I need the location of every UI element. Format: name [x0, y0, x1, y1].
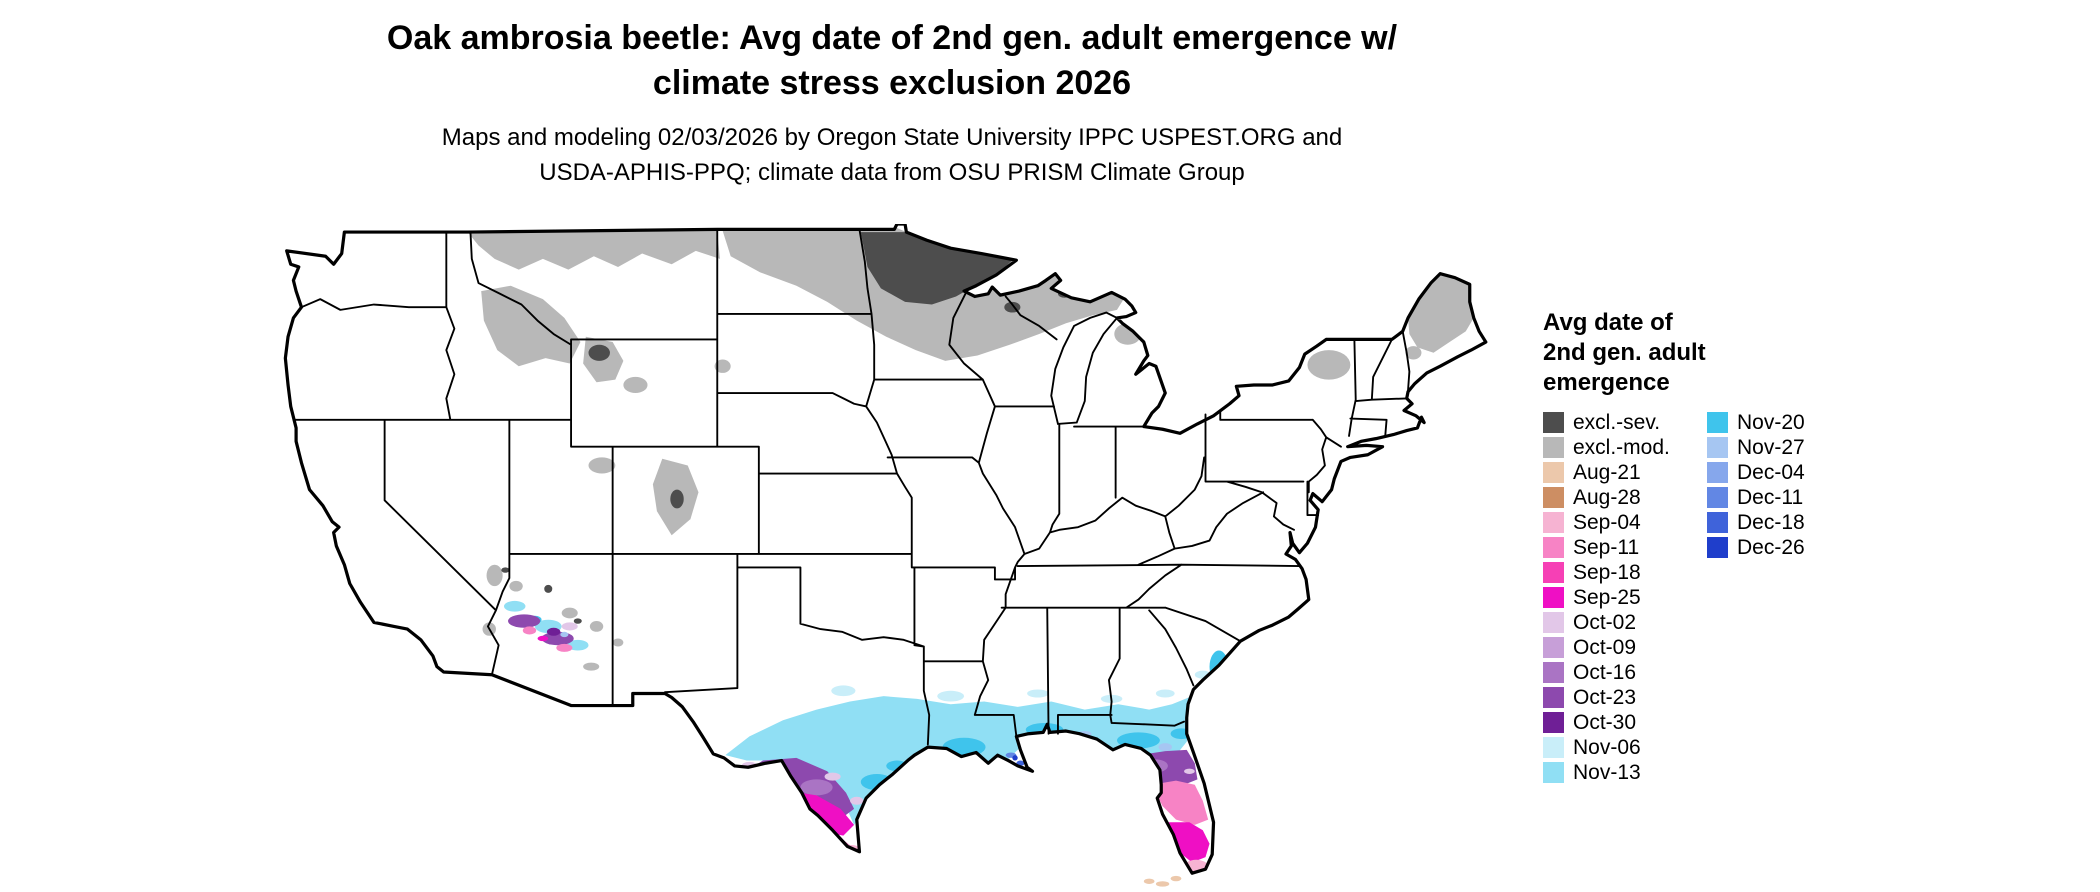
legend-item: Dec-26: [1707, 535, 1805, 560]
us-map: [280, 224, 1514, 888]
legend-swatch: [1543, 437, 1564, 458]
legend-item: Dec-18: [1707, 510, 1805, 535]
legend-label: Dec-11: [1737, 485, 1804, 509]
state-borders: [292, 228, 1411, 746]
legend-label: Dec-18: [1737, 510, 1805, 534]
legend-label: Dec-04: [1737, 460, 1805, 484]
legend-swatch: [1543, 637, 1564, 658]
us-outline: [283, 224, 1488, 875]
legend-label: Dec-26: [1737, 535, 1805, 559]
legend-item: Nov-06: [1543, 735, 1707, 760]
legend-item: Nov-13: [1543, 760, 1707, 785]
legend-swatch: [1543, 562, 1564, 583]
legend-item: Oct-09: [1543, 635, 1707, 660]
legend-label: Sep-11: [1573, 535, 1640, 559]
legend-title-line2: 2nd gen. adult: [1543, 339, 1706, 366]
legend-swatch: [1543, 587, 1564, 608]
legend-item: Oct-16: [1543, 660, 1707, 685]
page-title: Oak ambrosia beetle: Avg date of 2nd gen…: [0, 16, 1784, 106]
legend-item: Sep-11: [1543, 535, 1707, 560]
legend-columns: excl.-sev. excl.-mod. Aug-21 Aug-28 Sep-04 Se…: [1543, 410, 2100, 785]
legend-label: Oct-30: [1573, 710, 1637, 734]
legend-swatch: [1543, 737, 1564, 758]
legend-swatch: [1543, 487, 1564, 508]
legend-item: Sep-04: [1543, 510, 1707, 535]
lake-michigan: [1050, 311, 1119, 425]
legend-label: Nov-27: [1737, 435, 1805, 459]
legend-swatch: [1707, 512, 1728, 533]
legend-label: excl.-sev.: [1573, 410, 1661, 434]
page-subtitle-line2: USDA-APHIS-PPQ; climate data from OSU PR…: [539, 159, 1245, 186]
legend-item: Dec-04: [1707, 460, 1805, 485]
region-arizona: [503, 600, 589, 652]
legend-label: Nov-13: [1573, 760, 1641, 784]
legend-item: Sep-25: [1543, 585, 1707, 610]
legend-label: Sep-18: [1573, 560, 1641, 584]
legend-label: excl.-mod.: [1573, 435, 1670, 459]
legend-swatch: [1543, 662, 1564, 683]
legend-label: Aug-21: [1573, 460, 1641, 484]
legend-swatch: [1543, 512, 1564, 533]
legend-label: Oct-23: [1573, 685, 1637, 709]
legend-swatch: [1543, 762, 1564, 783]
legend-swatch: [1707, 412, 1728, 433]
legend-swatch: [1543, 687, 1564, 708]
legend-item: Dec-11: [1707, 485, 1805, 510]
legend-item: Aug-28: [1543, 485, 1707, 510]
title-block: Oak ambrosia beetle: Avg date of 2nd gen…: [0, 16, 1784, 106]
legend-item: Sep-18: [1543, 560, 1707, 585]
legend-item: excl.-sev.: [1543, 410, 1707, 435]
page-title-line1: Oak ambrosia beetle: Avg date of 2nd gen…: [386, 19, 1398, 57]
legend-item: Oct-23: [1543, 685, 1707, 710]
page-subtitle: Maps and modeling 02/03/2026 by Oregon S…: [0, 120, 1784, 190]
legend-label: Sep-25: [1573, 585, 1641, 609]
legend-label: Oct-02: [1573, 610, 1637, 634]
legend-column-1: excl.-sev. excl.-mod. Aug-21 Aug-28 Sep-04 Se…: [1543, 410, 1707, 785]
legend-title-line1: Avg date of: [1543, 309, 1673, 336]
legend-swatch: [1543, 712, 1564, 733]
legend-label: Oct-16: [1573, 660, 1637, 684]
legend-item: excl.-mod.: [1543, 435, 1707, 460]
page-title-line2: climate stress exclusion 2026: [652, 64, 1132, 102]
legend-item: Oct-30: [1543, 710, 1707, 735]
legend-label: Aug-28: [1573, 485, 1641, 509]
legend-swatch: [1707, 437, 1728, 458]
legend-label: Nov-06: [1573, 735, 1641, 759]
legend-label: Nov-20: [1737, 410, 1805, 434]
legend-swatch: [1707, 462, 1728, 483]
legend-item: Aug-21: [1543, 460, 1707, 485]
legend: Avg date of 2nd gen. adult emergence exc…: [1543, 308, 2100, 785]
legend-item: Oct-02: [1543, 610, 1707, 635]
legend-swatch: [1543, 462, 1564, 483]
legend-label: Oct-09: [1573, 635, 1637, 659]
us-map-svg: [283, 224, 1488, 887]
legend-swatch: [1543, 537, 1564, 558]
legend-item: Nov-20: [1707, 410, 1805, 435]
legend-label: Sep-04: [1573, 510, 1641, 534]
legend-title-line3: emergence: [1543, 369, 1670, 396]
legend-item: Nov-27: [1707, 435, 1805, 460]
subtitle-block: Maps and modeling 02/03/2026 by Oregon S…: [0, 120, 1784, 190]
legend-title: Avg date of 2nd gen. adult emergence: [1543, 308, 2100, 398]
legend-swatch: [1543, 612, 1564, 633]
page-subtitle-line1: Maps and modeling 02/03/2026 by Oregon S…: [441, 124, 1343, 151]
legend-swatch: [1543, 412, 1564, 433]
region-florida-keys: [1143, 875, 1182, 887]
legend-column-2: Nov-20 Nov-27 Dec-04 Dec-11 Dec-18 Dec-26: [1707, 410, 1805, 785]
legend-swatch: [1707, 537, 1728, 558]
legend-swatch: [1707, 487, 1728, 508]
